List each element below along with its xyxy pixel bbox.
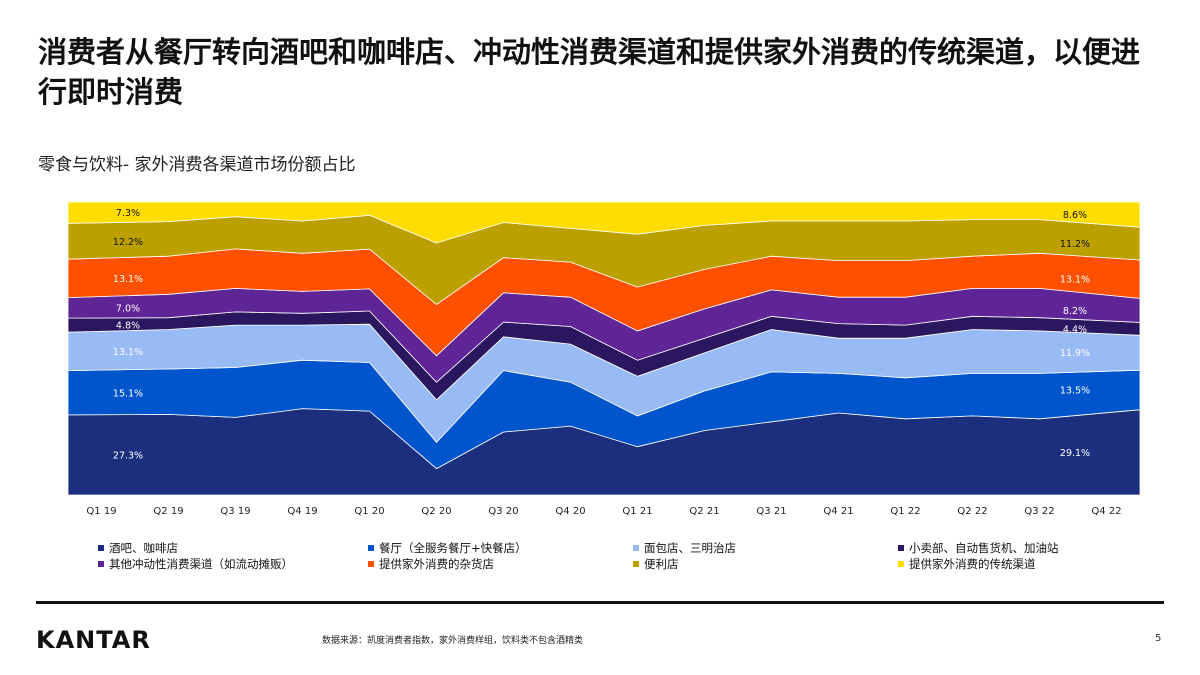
x-tick-label: Q2 20 (421, 506, 451, 517)
x-tick-label: Q4 22 (1091, 506, 1121, 517)
legend-item: 提供家外消费的传统渠道 (898, 556, 1036, 572)
x-tick-label: Q3 20 (488, 506, 518, 517)
data-label-first-7: 12.2% (113, 237, 143, 248)
legend-swatch (898, 561, 904, 567)
legend-item: 餐厅（全服务餐厅+快餐店） (368, 540, 527, 556)
data-label-last-1: 29.1% (1060, 448, 1090, 459)
footer-divider (36, 601, 1164, 604)
x-tick-label: Q4 20 (555, 506, 585, 517)
x-tick-label: Q1 19 (86, 506, 116, 517)
legend-item: 便利店 (633, 556, 679, 572)
data-label-first-1: 27.3% (113, 451, 143, 462)
legend-item: 面包店、三明治店 (633, 540, 736, 556)
data-label-last-4: 4.4% (1063, 324, 1087, 335)
x-tick-label: Q2 19 (153, 506, 183, 517)
legend-item: 其他冲动性消费渠道（如流动摊贩） (98, 556, 293, 572)
legend-item: 小卖部、自动售货机、加油站 (898, 540, 1059, 556)
data-label-last-6: 13.1% (1060, 275, 1090, 286)
data-source-note: 数据来源：凯度消费者指数，家外消费样组，饮料类不包含酒精类 (322, 636, 584, 646)
legend-swatch (898, 545, 904, 551)
legend-label: 其他冲动性消费渠道（如流动摊贩） (109, 557, 293, 571)
chart-subtitle: 零食与饮料- 家外消费各渠道市场份额占比 (38, 155, 356, 175)
x-tick-label: Q3 19 (220, 506, 250, 517)
data-label-first-8: 7.3% (116, 208, 140, 219)
page-number: 5 (1155, 633, 1162, 644)
x-tick-label: Q1 20 (354, 506, 384, 517)
x-tick-label: Q4 21 (823, 506, 853, 517)
data-label-last-8: 8.6% (1063, 210, 1087, 221)
legend-swatch (633, 545, 639, 551)
x-tick-label: Q1 21 (622, 506, 652, 517)
legend-label: 提供家外消费的传统渠道 (909, 557, 1036, 571)
legend-swatch (368, 561, 374, 567)
x-tick-label: Q4 19 (287, 506, 317, 517)
legend-item: 提供家外消费的杂货店 (368, 556, 494, 572)
data-label-last-5: 8.2% (1063, 306, 1087, 317)
page-title: 消费者从餐厅转向酒吧和咖啡店、冲动性消费渠道和提供家外消费的传统渠道，以便进行即… (38, 35, 1141, 109)
data-label-last-2: 13.5% (1060, 386, 1090, 397)
legend-label: 酒吧、咖啡店 (109, 541, 178, 555)
x-tick-label: Q2 22 (957, 506, 987, 517)
data-label-first-3: 13.1% (113, 347, 143, 358)
data-label-first-2: 15.1% (113, 388, 143, 399)
legend-label: 餐厅（全服务餐厅+快餐店） (379, 541, 527, 555)
x-tick-label: Q1 22 (890, 506, 920, 517)
legend-swatch (98, 561, 104, 567)
legend-swatch (633, 561, 639, 567)
area-series-8 (67, 201, 1141, 244)
x-tick-label: Q3 21 (756, 506, 786, 517)
legend-swatch (98, 545, 104, 551)
data-label-last-3: 11.9% (1060, 348, 1090, 359)
data-label-first-5: 7.0% (116, 303, 140, 314)
data-label-first-4: 4.8% (116, 321, 140, 332)
legend-swatch (368, 545, 374, 551)
kantar-logo: KANTAR (36, 626, 151, 654)
legend-label: 提供家外消费的杂货店 (379, 557, 494, 571)
x-tick-label: Q2 21 (689, 506, 719, 517)
x-tick-label: Q3 22 (1024, 506, 1054, 517)
data-label-first-6: 13.1% (113, 274, 143, 285)
legend-label: 面包店、三明治店 (644, 541, 736, 555)
legend-item: 酒吧、咖啡店 (98, 540, 178, 556)
data-label-last-7: 11.2% (1060, 239, 1090, 250)
legend-label: 小卖部、自动售货机、加油站 (909, 541, 1059, 555)
legend-label: 便利店 (644, 557, 679, 571)
